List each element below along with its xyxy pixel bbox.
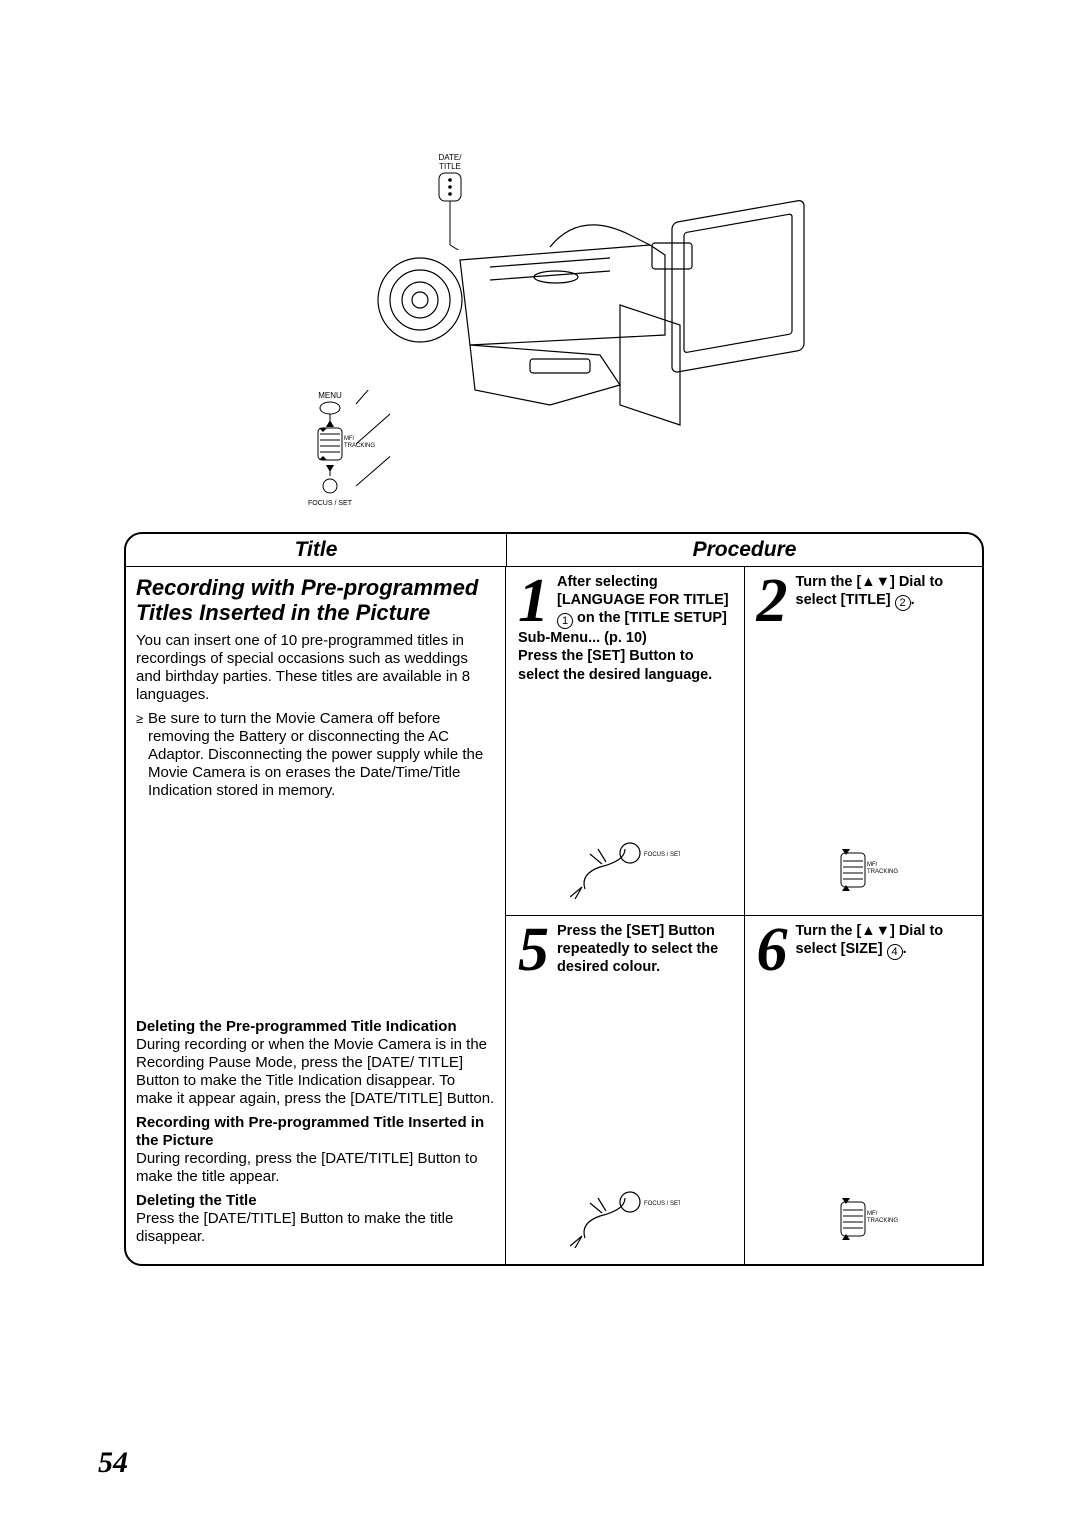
- menu-dial-focus-icon: MENU MF/ TRACKING FOCUS / SET: [300, 390, 390, 520]
- step-1-text: After selecting [LANGUAGE FOR TITLE] 1 o…: [518, 574, 729, 683]
- focus-set-icon: FOCUS / SET: [570, 1188, 680, 1248]
- section-heading: Recording with Pre-programmed Titles Ins…: [136, 575, 495, 626]
- warning-bullet: Be sure to turn the Movie Camera off bef…: [136, 710, 495, 800]
- step-1-pre: After selecting [LANGUAGE FOR TITLE]: [557, 574, 729, 608]
- subheading-recording: Recording with Pre-programmed Title Inse…: [136, 1114, 495, 1150]
- step-2-post: .: [911, 592, 915, 608]
- step-number: 2: [757, 575, 788, 628]
- subbody-delete-indication: During recording or when the Movie Camer…: [136, 1036, 495, 1108]
- svg-text:TRACKING: TRACKING: [344, 443, 375, 449]
- step-6-cell: 6 Turn the [▲▼] Dial to select [SIZE] 4.: [744, 916, 983, 1264]
- step-1-post: Press the [SET] Button to select the des…: [518, 648, 712, 682]
- circled-1: 1: [557, 613, 573, 629]
- step-5-cell: 5 Press the [SET] Button repeatedly to s…: [506, 916, 744, 1264]
- step-number: 1: [518, 575, 549, 628]
- tracking-dial-icon: MF/ TRACKING: [823, 843, 903, 899]
- step-1-mid: on the [TITLE SETUP] Sub-Menu... (p. 10): [518, 610, 727, 646]
- date-title-button-icon: DATE/ TITLE: [420, 150, 480, 250]
- step-5-text: Press the [SET] Button repeatedly to sel…: [557, 923, 718, 975]
- date-title-label: DATE/: [439, 153, 463, 162]
- procedure-column: 1 After selecting [LANGUAGE FOR TITLE] 1…: [506, 567, 982, 1264]
- circled-4: 4: [887, 944, 903, 960]
- step-2-cell: 2 Turn the [▲▼] Dial to select [TITLE] 2…: [744, 567, 983, 915]
- title-column: Recording with Pre-programmed Titles Ins…: [126, 567, 506, 1264]
- svg-text:FOCUS / SET: FOCUS / SET: [644, 852, 680, 858]
- svg-text:FOCUS / SET: FOCUS / SET: [644, 1201, 680, 1207]
- circled-2: 2: [895, 595, 911, 611]
- step-6-text: Turn the [▲▼] Dial to select [SIZE] 4.: [796, 923, 944, 957]
- subheading-delete-indication: Deleting the Pre-programmed Title Indica…: [136, 1018, 495, 1036]
- svg-text:MF/: MF/: [867, 862, 878, 868]
- subbody-deleting-title: Press the [DATE/TITLE] Button to make th…: [136, 1210, 495, 1246]
- step-number: 5: [518, 924, 549, 977]
- svg-text:MENU: MENU: [318, 391, 342, 400]
- subheading-deleting-title: Deleting the Title: [136, 1192, 495, 1210]
- focus-set-icon: FOCUS / SET: [570, 839, 680, 899]
- title-column-header: Title: [126, 534, 507, 566]
- step-2-text: Turn the [▲▼] Dial to select [TITLE] 2.: [796, 574, 944, 608]
- camera-illustration: [320, 155, 820, 495]
- content-frame: Title Procedure Recording with Pre-progr…: [124, 532, 984, 1266]
- step-number: 6: [757, 924, 788, 977]
- intro-paragraph: You can insert one of 10 pre-programmed …: [136, 632, 495, 704]
- procedure-column-header: Procedure: [507, 534, 982, 566]
- tracking-dial-icon: MF/ TRACKING: [823, 1192, 903, 1248]
- page-number: 54: [98, 1446, 128, 1480]
- svg-text:TRACKING: TRACKING: [867, 869, 898, 875]
- svg-text:FOCUS / SET: FOCUS / SET: [308, 500, 353, 507]
- step-6-pre: Turn the [▲▼] Dial to select [SIZE]: [796, 923, 944, 957]
- svg-text:MF/: MF/: [344, 436, 355, 442]
- step-2-pre: Turn the [▲▼] Dial to select [TITLE]: [796, 574, 944, 608]
- step-1-cell: 1 After selecting [LANGUAGE FOR TITLE] 1…: [506, 567, 744, 915]
- svg-text:TITLE: TITLE: [439, 162, 461, 171]
- subbody-recording: During recording, press the [DATE/TITLE]…: [136, 1150, 495, 1186]
- step-6-post: .: [903, 941, 907, 957]
- svg-text:MF/: MF/: [867, 1211, 878, 1217]
- svg-text:TRACKING: TRACKING: [867, 1218, 898, 1224]
